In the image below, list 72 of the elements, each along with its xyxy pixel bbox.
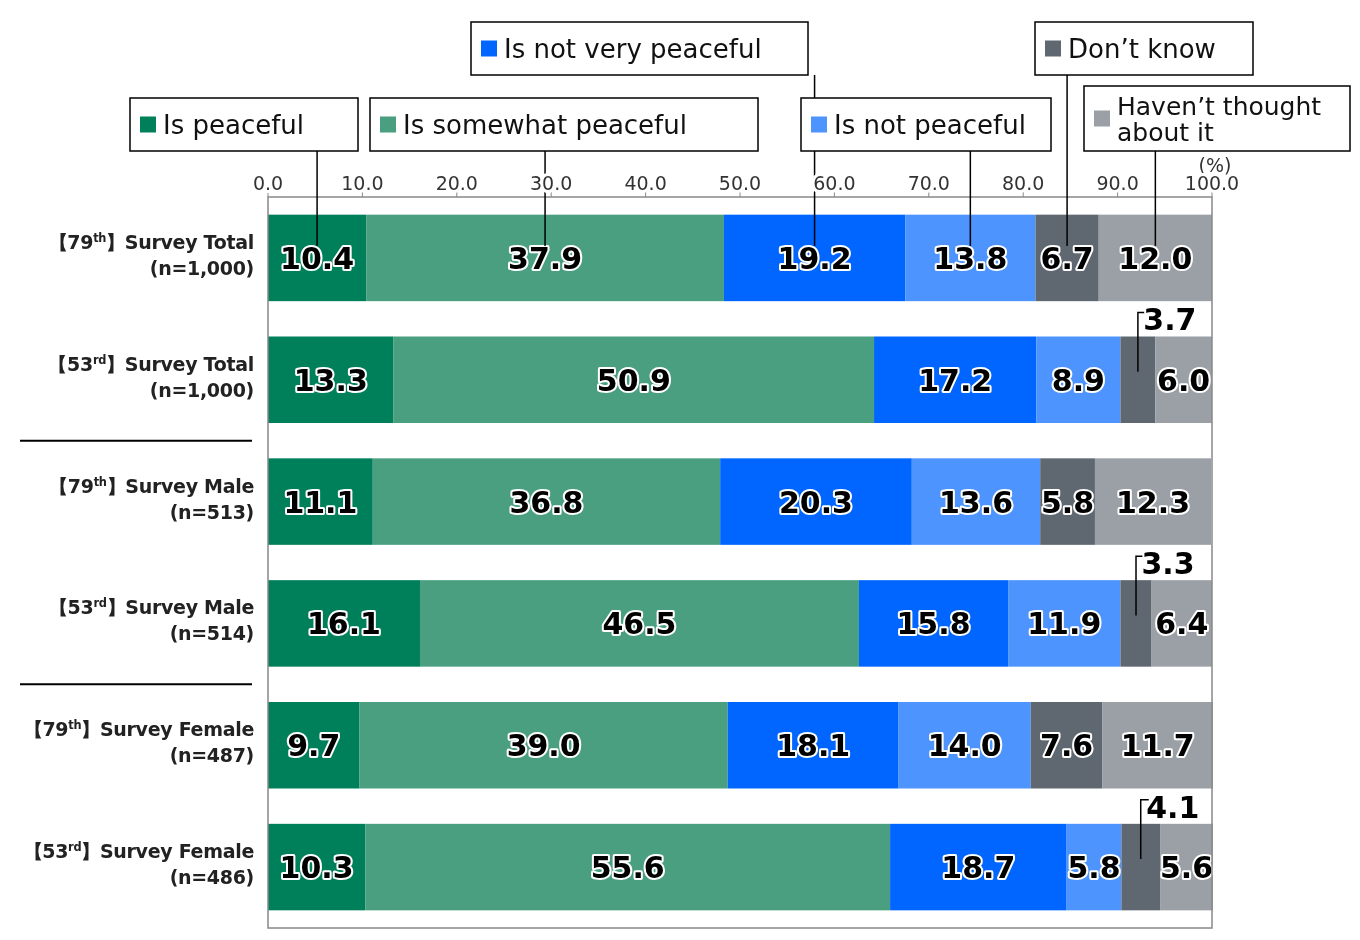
- data-label: 36.8: [509, 484, 584, 520]
- legend-label: Is somewhat peaceful: [403, 109, 687, 140]
- data-label: 15.8: [896, 606, 971, 642]
- x-tick-label: 50.0: [718, 172, 762, 194]
- y-tick-label: 【79$^{th}$】Survey Total (n=1,000): [48, 230, 254, 279]
- bar: [419, 580, 859, 667]
- data-label: 12.0: [1118, 240, 1193, 276]
- data-label: 19.2: [777, 240, 852, 276]
- data-label: 9.7: [287, 728, 341, 764]
- data-label: 5.8: [1067, 850, 1121, 886]
- data-label: 39.0: [506, 728, 581, 764]
- bar: [723, 214, 906, 302]
- data-label: 12.3: [1115, 484, 1191, 520]
- x-tick-label: 70.0: [907, 172, 950, 194]
- legend-label: Is not peaceful: [834, 109, 1026, 140]
- data-label: 6.0: [1157, 362, 1211, 398]
- data-label: 18.7: [941, 850, 1016, 886]
- y-tick-label: 【53$^{rd}$】Survey Female (n=486): [23, 840, 254, 889]
- x-tick-label: 80.0: [1002, 172, 1045, 194]
- data-label: 11.1: [283, 484, 358, 520]
- data-label: 10.4: [280, 240, 355, 276]
- data-label: 14.0: [927, 728, 1002, 764]
- data-label: 7.6: [1040, 728, 1094, 764]
- y-tick-label: 【53$^{rd}$】Survey Total (n=1,000): [48, 352, 254, 401]
- data-label: 11.7: [1120, 728, 1195, 764]
- data-label: 10.3: [279, 850, 354, 886]
- x-tick-label: 40.0: [624, 172, 667, 194]
- legend-label: Is not very peaceful: [504, 33, 762, 64]
- data-label: 8.9: [1051, 362, 1105, 398]
- data-label: 37.9: [508, 240, 583, 276]
- y-tick-label: 【53$^{rd}$】Survey Male (n=514): [48, 596, 254, 645]
- data-label: 11.9: [1027, 606, 1102, 642]
- x-tick-label: 90.0: [1096, 172, 1139, 194]
- data-label: 16.1: [306, 606, 382, 642]
- x-tick-label: 20.0: [435, 172, 478, 194]
- y-tick-label: 【79$^{th}$】Survey Male (n=513): [49, 474, 254, 523]
- bar: [1120, 580, 1152, 667]
- x-tick-label: 10.0: [341, 172, 384, 194]
- bar: [366, 214, 724, 302]
- bar: [1121, 823, 1161, 911]
- y-tick-label: 【79$^{th}$】Survey Female (n=487): [23, 718, 254, 767]
- data-label: 3.3: [1141, 546, 1195, 582]
- bar: [1120, 336, 1156, 423]
- bar: [372, 458, 721, 545]
- legend-label: Don’t know: [1068, 33, 1216, 64]
- bar: [393, 336, 875, 423]
- data-label: 3.7: [1143, 302, 1197, 338]
- bar: [727, 702, 899, 789]
- data-label: 46.5: [602, 606, 677, 642]
- data-label: 13.3: [293, 362, 368, 398]
- bar: [359, 702, 728, 789]
- bar: [365, 823, 891, 911]
- data-label: 5.8: [1040, 484, 1095, 520]
- data-label: 17.2: [918, 362, 993, 398]
- data-label: 50.9: [596, 362, 671, 398]
- data-label: 13.6: [938, 484, 1014, 520]
- legend-label: Is peaceful: [163, 109, 305, 140]
- bar: [720, 458, 912, 545]
- data-label: 55.6: [590, 850, 665, 886]
- legend-label: Haven’t thought about it: [1117, 91, 1322, 147]
- data-label: 13.8: [933, 240, 1008, 276]
- data-label: 5.6: [1159, 850, 1214, 886]
- bar: [890, 823, 1067, 911]
- x-tick-label: 0.0: [252, 172, 284, 194]
- bar: [874, 336, 1037, 423]
- bar: [268, 580, 420, 667]
- data-label: 18.1: [776, 728, 851, 764]
- data-label: 6.7: [1040, 240, 1094, 276]
- data-label: 4.1: [1146, 789, 1200, 825]
- x-axis-title: (%): [1198, 154, 1232, 176]
- data-label: 6.4: [1155, 606, 1209, 642]
- data-label: 20.3: [778, 484, 854, 520]
